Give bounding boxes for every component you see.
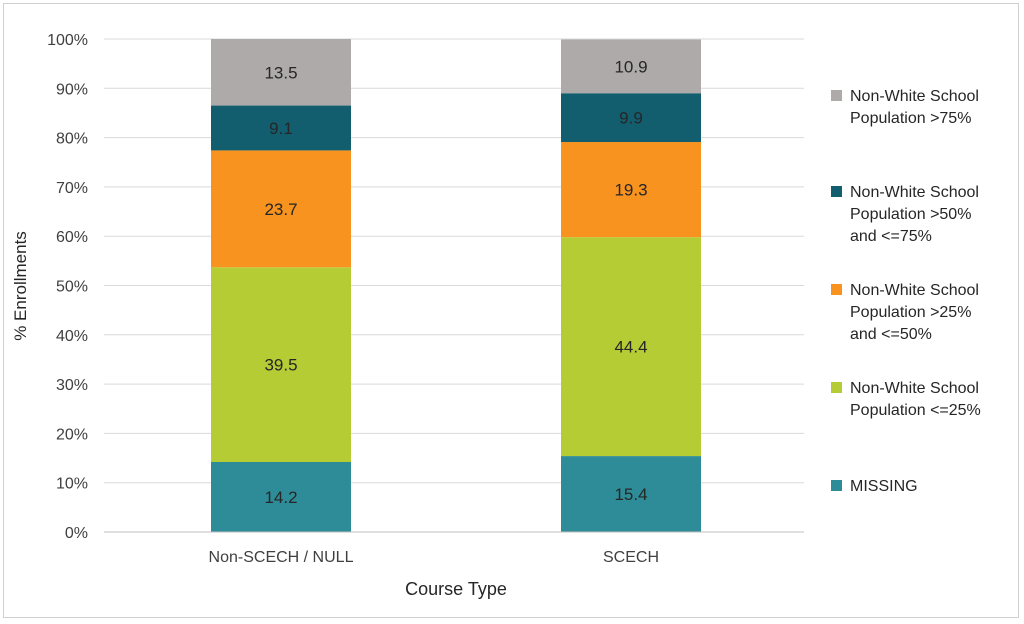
bar-segment — [561, 142, 701, 238]
y-tick-label: 10% — [56, 476, 88, 493]
legend-label: MISSING — [850, 478, 918, 495]
legend-label: Non-White School — [850, 184, 979, 201]
legend-item: Non-White School Population >50% and <=75% — [831, 184, 979, 245]
legend-swatch — [831, 90, 842, 101]
bar-segment — [211, 461, 351, 532]
data-label: 10.9 — [614, 57, 647, 76]
bar-segment — [211, 105, 351, 151]
bar-segment — [211, 150, 351, 268]
data-label: 19.3 — [614, 181, 647, 200]
bar-segment — [561, 456, 701, 532]
y-tick-label: 80% — [56, 131, 88, 148]
legend-item: MISSING — [831, 478, 918, 495]
data-label: 15.4 — [614, 485, 647, 504]
legend-swatch — [831, 186, 842, 197]
data-label: 44.4 — [614, 338, 647, 357]
legend-label: Population >50% — [850, 206, 971, 223]
legend-swatch — [831, 480, 842, 491]
legend-swatch — [831, 382, 842, 393]
data-label: 13.5 — [264, 63, 297, 82]
y-axis-ticks: 0% 10% 20% 30% 40% 50% 60% 70% 80% 90% 100% — [47, 32, 88, 542]
bar-segment — [211, 267, 351, 462]
legend-item: Non-White School Population >75% — [831, 88, 979, 127]
data-label: 39.5 — [264, 356, 297, 375]
y-tick-label: 50% — [56, 279, 88, 296]
data-label: 9.1 — [269, 119, 293, 138]
legend-label: Population <=25% — [850, 402, 981, 419]
legend-item: Non-White School Population <=25% — [831, 380, 981, 419]
legend-label: Population >75% — [850, 110, 971, 127]
legend-label: Non-White School — [850, 380, 979, 397]
x-tick-label: SCECH — [603, 549, 659, 566]
legend-label: Non-White School — [850, 282, 979, 299]
chart-frame: 0% 10% 20% 30% 40% 50% 60% 70% 80% 90% 100% 14.2 39… — [3, 3, 1019, 618]
y-tick-label: 20% — [56, 426, 88, 443]
legend-label: and <=50% — [850, 326, 932, 343]
x-tick-label: Non-SCECH / NULL — [209, 549, 354, 566]
y-tick-label: 90% — [56, 81, 88, 98]
y-axis-title: % Enrollments — [11, 231, 30, 341]
y-tick-label: 100% — [47, 32, 88, 49]
y-tick-label: 30% — [56, 377, 88, 394]
bars: 14.2 39.5 23.7 9.1 13.5 15.4 44.4 19.3 9.9 10.9 — [211, 39, 701, 532]
stacked-bar-chart: 0% 10% 20% 30% 40% 50% 60% 70% 80% 90% 100% 14.2 39… — [11, 32, 981, 599]
y-tick-label: 70% — [56, 180, 88, 197]
data-label: 14.2 — [264, 488, 297, 507]
bar-segment — [561, 93, 701, 143]
y-tick-label: 40% — [56, 328, 88, 345]
y-tick-label: 0% — [65, 525, 88, 542]
legend-label: and <=75% — [850, 228, 932, 245]
legend-label: Population >25% — [850, 304, 971, 321]
x-axis-ticks: Non-SCECH / NULL SCECH — [209, 549, 659, 566]
legend-swatch — [831, 284, 842, 295]
data-label: 23.7 — [264, 200, 297, 219]
legend-label: Non-White School — [850, 88, 979, 105]
bar-segment — [561, 237, 701, 457]
bar-segment — [561, 39, 701, 94]
x-axis-title: Course Type — [405, 579, 507, 599]
legend-item: Non-White School Population >25% and <=50% — [831, 282, 979, 343]
bar-segment — [211, 39, 351, 106]
data-label: 9.9 — [619, 109, 643, 128]
y-tick-label: 60% — [56, 229, 88, 246]
